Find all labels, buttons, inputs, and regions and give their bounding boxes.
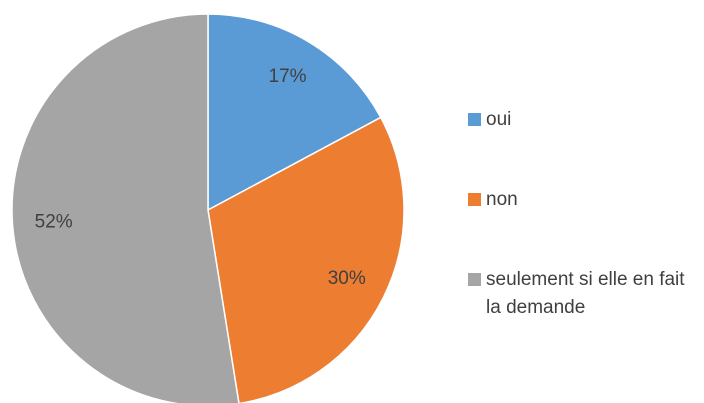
data-label: 17%	[269, 66, 307, 87]
data-label: 30%	[328, 268, 366, 289]
data-label: 52%	[35, 211, 73, 232]
legend-label: non	[486, 189, 518, 210]
legend-item: non	[468, 186, 698, 214]
legend-swatch	[468, 193, 481, 206]
pie-slice	[11, 13, 240, 403]
pie-slice	[207, 13, 382, 212]
legend-swatch	[468, 113, 481, 126]
legend-label: oui	[486, 109, 512, 130]
legend-item: seulement si elle en fait la demande	[468, 266, 698, 322]
pie-slice	[207, 116, 405, 403]
legend-label: seulement si elle en fait la demande	[486, 269, 685, 318]
legend-swatch	[468, 273, 481, 286]
legend-item: oui	[468, 106, 698, 134]
